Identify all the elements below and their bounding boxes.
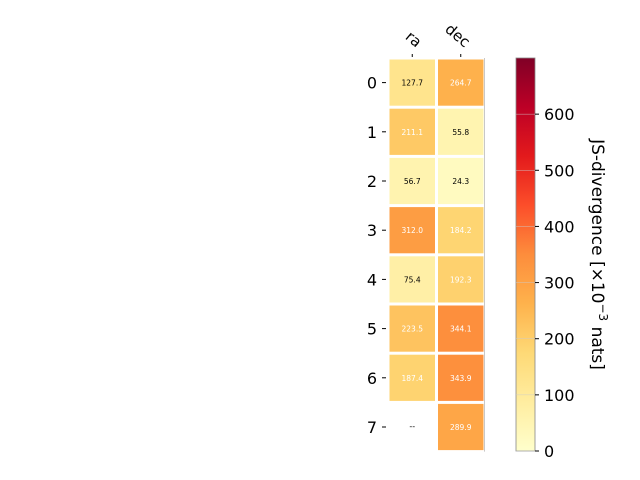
heatmap-cell	[389, 256, 435, 303]
heatmap-cell	[438, 305, 484, 352]
cell-value-label: 24.3	[452, 177, 469, 186]
heatmap-cell	[438, 354, 484, 401]
colorbar-tick-label: 400	[544, 217, 575, 236]
cell-value-label: 192.3	[450, 275, 472, 284]
colorbar-gradient	[515, 57, 536, 452]
heatmap-cell	[389, 305, 435, 352]
heatmap-cell	[438, 403, 484, 451]
cell-value-label: 75.4	[404, 275, 421, 284]
heatmap-cell	[438, 59, 484, 106]
column-label: dec	[441, 20, 473, 51]
row-label: 7	[367, 418, 377, 437]
colorbar-tick-label: 300	[544, 274, 575, 293]
heatmap-cell	[389, 157, 435, 205]
colorbar-tick-label: 200	[544, 330, 575, 349]
cell-value-label: 223.5	[402, 325, 424, 334]
cell-value-label: 127.7	[402, 79, 424, 88]
heatmap-cell	[438, 256, 484, 303]
row-label: 0	[367, 74, 377, 93]
cell-value-label: 289.9	[450, 423, 472, 432]
colorbar-label: JS-divergence [×10−3 nats]	[587, 138, 610, 370]
cell-value-label: 184.2	[450, 226, 472, 235]
colorbar-tick-label: 0	[544, 442, 554, 461]
cell-missing-label: --	[409, 422, 415, 431]
cell-value-label: 343.9	[450, 374, 472, 383]
colorbar-tick-label: 600	[544, 105, 575, 124]
row-label: 1	[367, 123, 377, 142]
colorbar-tick-label: 100	[544, 386, 575, 405]
heatmap-cell	[438, 157, 484, 205]
heatmap-cell	[389, 354, 435, 401]
cell-value-label: 211.1	[402, 128, 424, 137]
colorbar-tick-label: 500	[544, 161, 575, 180]
cell-value-label: 344.1	[450, 325, 472, 334]
cell-value-label: 264.7	[450, 79, 472, 88]
cell-value-label: 312.0	[402, 226, 424, 235]
heatmap-cell	[389, 59, 435, 106]
heatmap-cell	[389, 207, 435, 254]
heatmap-cell	[389, 108, 435, 155]
column-label: ra	[402, 27, 425, 51]
cell-value-label: 56.7	[404, 177, 421, 186]
cell-value-label: 55.8	[452, 128, 469, 137]
row-label: 4	[367, 270, 377, 289]
row-label: 3	[367, 221, 377, 240]
row-label: 5	[367, 320, 377, 339]
heatmap-cell	[438, 108, 484, 155]
cell-value-label: 187.4	[402, 374, 424, 383]
row-label: 2	[367, 172, 377, 191]
colorbar: 0 100 200 300 400 500 600 JS-divergence [×10−3 …	[515, 57, 610, 461]
row-label: 6	[367, 369, 377, 388]
heatmap-cell	[438, 207, 484, 254]
heatmap-cells: 127.7 264.7 211.1 55.8 56.7 24.3 312.0 184.2 75.…	[389, 59, 484, 451]
